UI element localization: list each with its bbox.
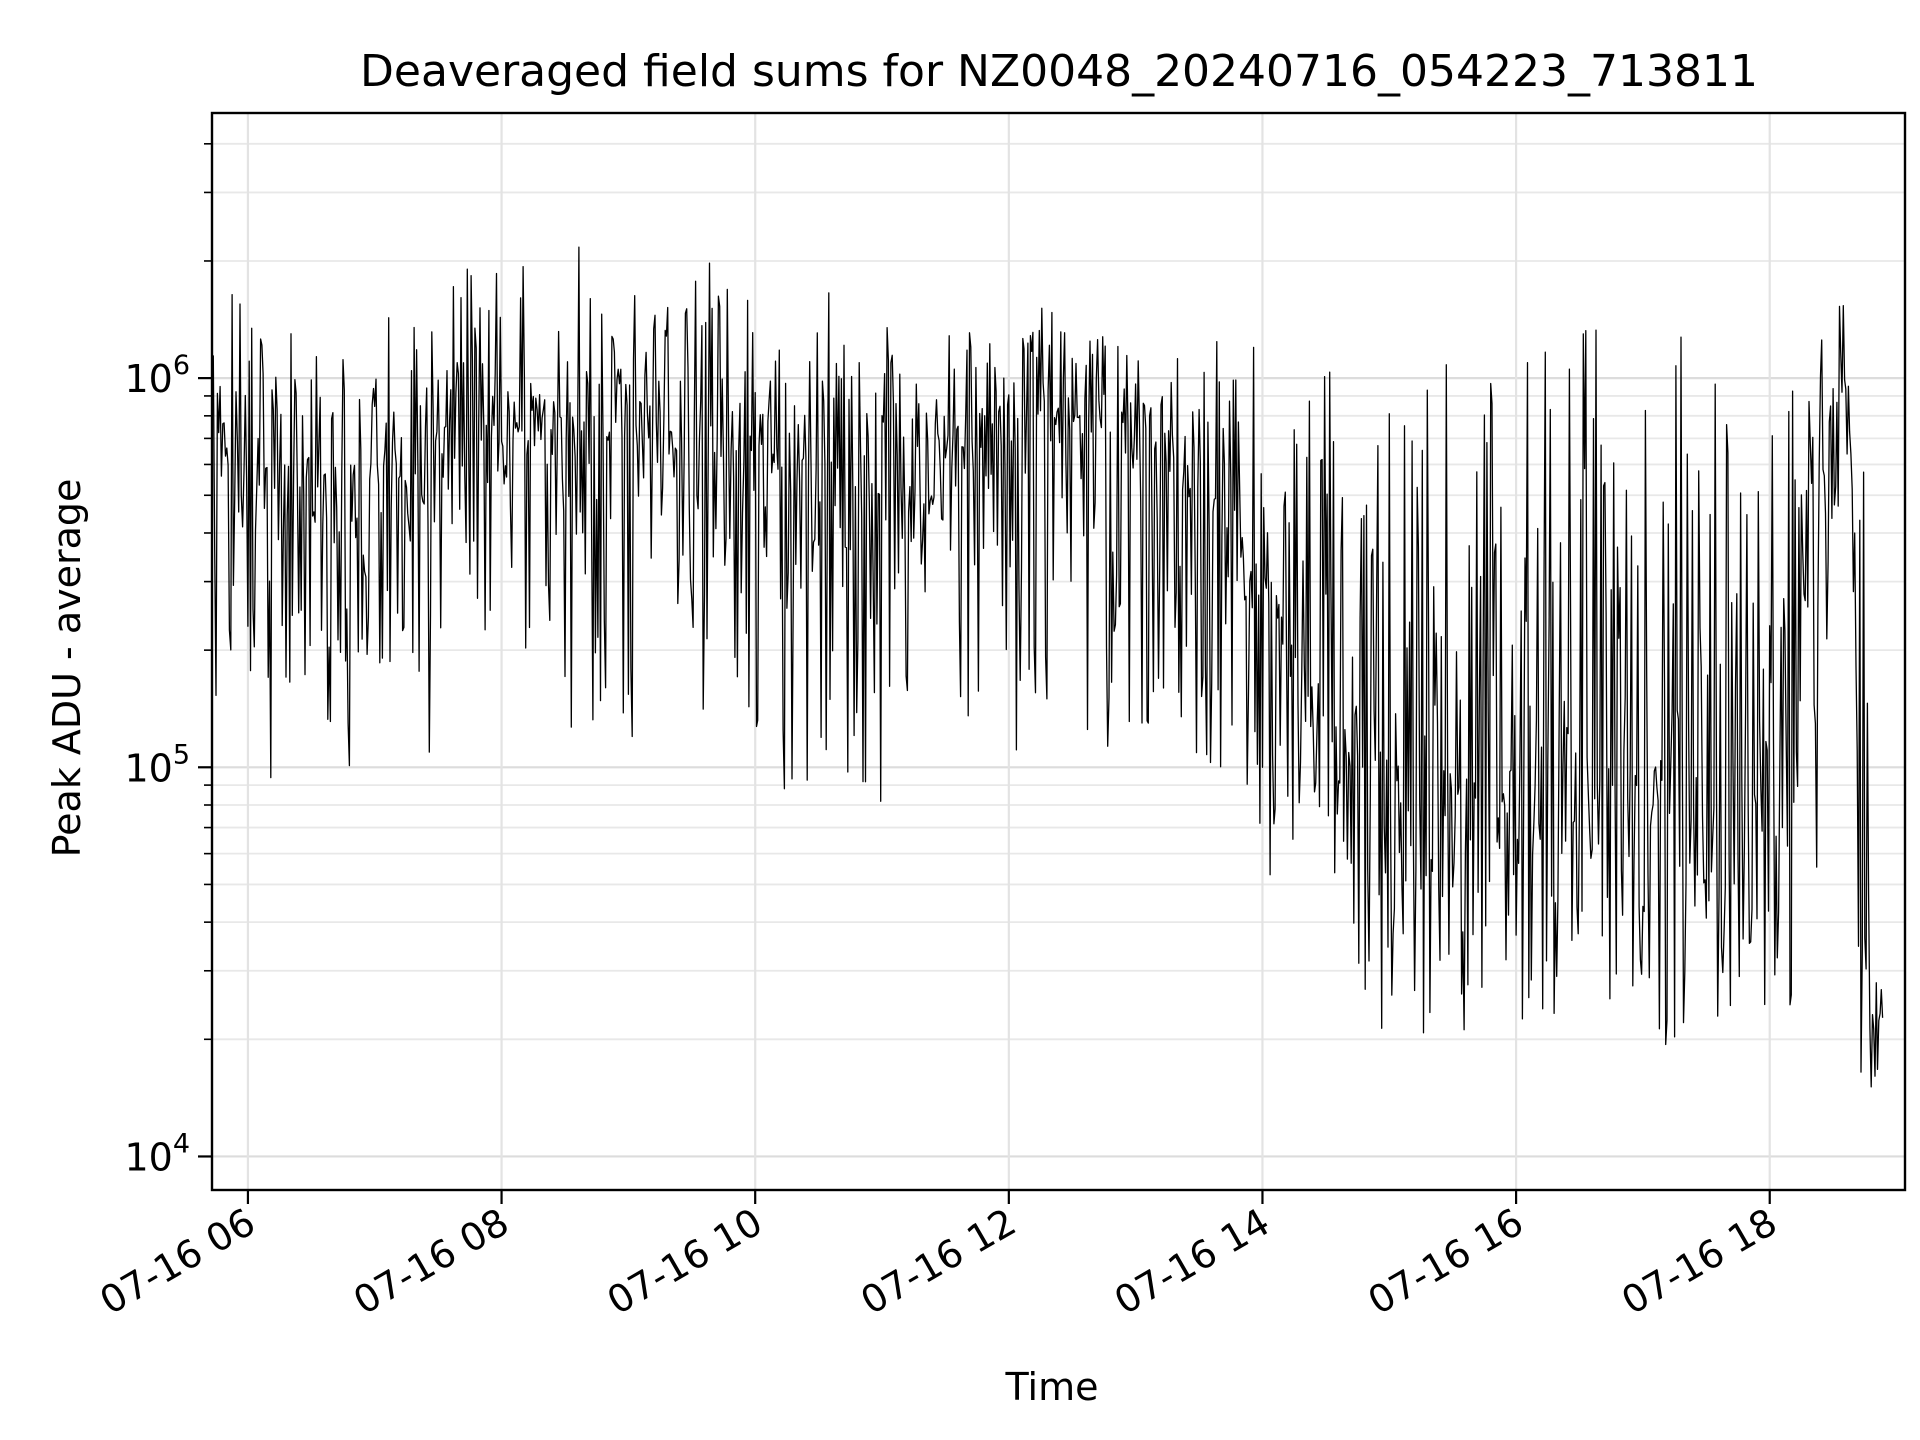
y-tick-label: 106 <box>124 350 190 401</box>
data-series <box>211 246 1884 1088</box>
y-axis-label: Peak ADU - average <box>45 479 89 858</box>
x-axis-label: Time <box>1005 1365 1099 1409</box>
plot-frame <box>210 111 1907 1192</box>
y-axis: 104 105 106 <box>124 143 212 1179</box>
series-line <box>211 246 1884 1088</box>
grid <box>212 113 1905 1190</box>
chart-title: Deaveraged field sums for NZ0048_2024071… <box>360 46 1758 97</box>
y-tick-label: 104 <box>124 1128 190 1179</box>
y-tick-label: 105 <box>124 739 190 790</box>
